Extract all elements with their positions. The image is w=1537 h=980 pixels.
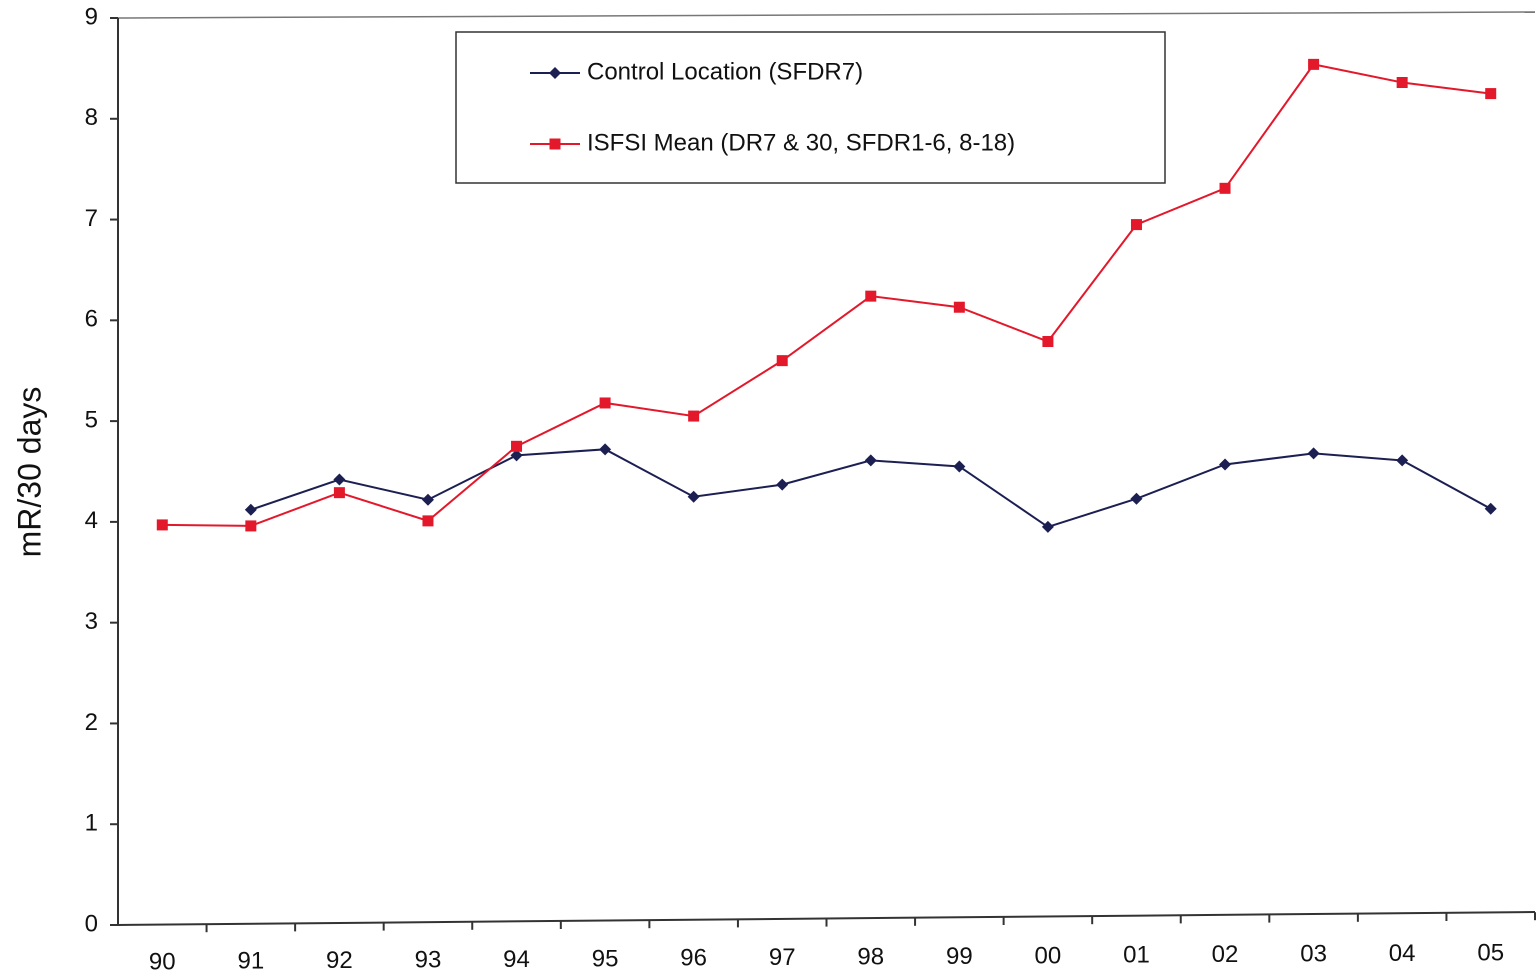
data-point [1484, 502, 1497, 515]
x-tick-label: 00 [1035, 942, 1062, 969]
data-point [1308, 58, 1320, 70]
data-point [510, 449, 523, 462]
y-tick-label: 7 [85, 205, 98, 232]
data-point [776, 478, 789, 491]
data-point [1042, 335, 1054, 347]
x-tick-label: 95 [592, 945, 619, 972]
legend-label: Control Location (SFDR7) [587, 58, 863, 85]
y-tick-label: 0 [85, 910, 98, 937]
x-tick-label: 94 [503, 946, 530, 973]
data-point [864, 454, 877, 467]
data-point [1307, 447, 1320, 460]
data-point [1396, 76, 1408, 88]
x-tick-label: 92 [326, 947, 353, 974]
data-point [687, 490, 700, 503]
y-tick-label: 5 [85, 406, 98, 433]
data-point [953, 301, 965, 313]
data-point [1041, 520, 1054, 533]
data-point [1485, 88, 1497, 100]
data-point [1219, 182, 1231, 194]
data-point [1219, 458, 1232, 471]
x-tick-label: 90 [149, 948, 176, 975]
data-point [1130, 492, 1143, 505]
data-point [511, 440, 523, 452]
y-axis-label: mR/30 days [11, 387, 47, 558]
y-tick-label: 1 [85, 810, 98, 837]
y-tick-label: 3 [85, 608, 98, 635]
legend-marker [549, 138, 561, 150]
data-point [422, 515, 434, 527]
data-point [953, 460, 966, 473]
data-point [1130, 219, 1142, 231]
legend-label: ISFSI Mean (DR7 & 30, SFDR1-6, 8-18) [587, 129, 1015, 156]
y-tick-label: 4 [85, 507, 98, 534]
x-tick-label: 03 [1300, 941, 1327, 968]
data-point [688, 410, 700, 422]
y-tick-label: 8 [85, 104, 98, 131]
data-point [599, 443, 612, 456]
x-tick-label: 05 [1477, 939, 1504, 966]
data-point [865, 290, 877, 302]
series-line [162, 63, 1491, 527]
data-point [421, 493, 434, 506]
x-tick-label: 02 [1212, 941, 1239, 968]
y-tick-label: 6 [85, 306, 98, 333]
data-point [776, 355, 788, 367]
x-tick-label: 99 [946, 943, 973, 970]
data-point [244, 503, 257, 516]
x-tick-label: 98 [857, 944, 884, 971]
data-point [333, 473, 346, 486]
data-point [245, 520, 257, 532]
x-axis [117, 911, 1536, 926]
x-tick-label: 97 [769, 944, 796, 971]
x-tick-label: 04 [1389, 940, 1416, 967]
x-tick-label: 91 [237, 948, 264, 975]
x-tick-label: 93 [415, 947, 442, 974]
y-tick-label: 2 [85, 709, 98, 736]
x-tick-label: 01 [1123, 942, 1150, 969]
data-point [599, 397, 611, 409]
y-tick-label: 9 [85, 3, 98, 30]
x-tick-label: 96 [680, 945, 707, 972]
data-point [1396, 454, 1409, 467]
legend-marker [549, 67, 561, 79]
data-point [333, 487, 345, 499]
plot-top-border [117, 11, 1536, 19]
legend-box [455, 31, 1166, 184]
data-point [156, 519, 168, 531]
